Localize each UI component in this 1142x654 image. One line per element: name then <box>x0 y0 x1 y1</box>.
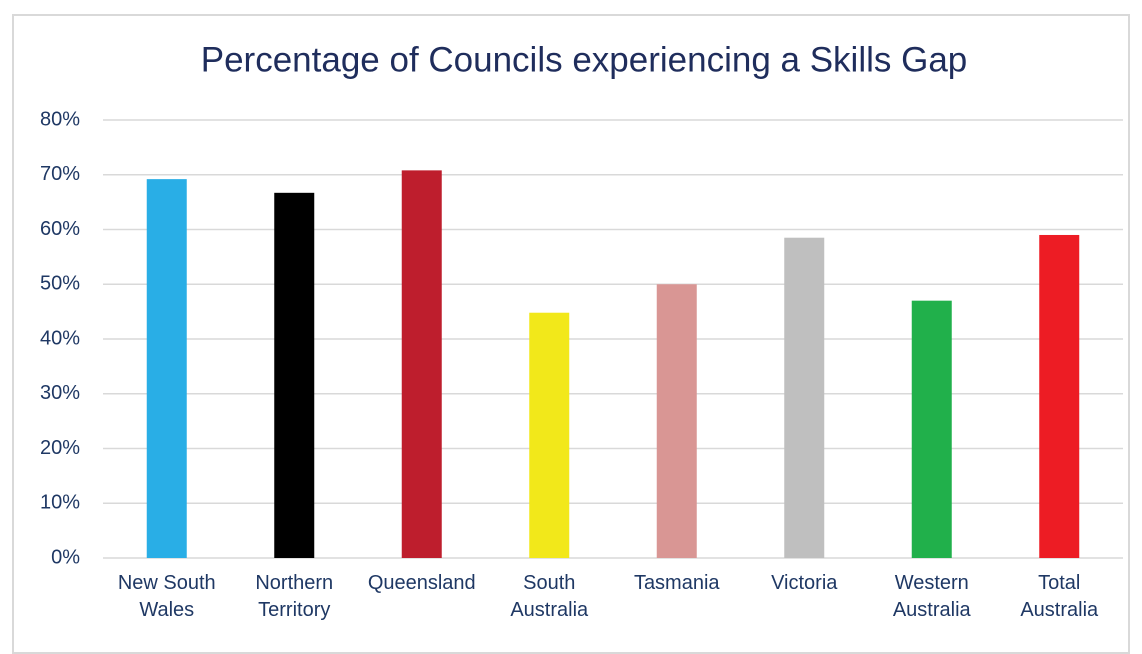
bar <box>784 237 825 558</box>
chart-title: Percentage of Councils experiencing a Sk… <box>201 40 968 79</box>
bar <box>274 192 315 558</box>
x-tick-label: Tasmania <box>633 572 720 594</box>
x-tick-label: Total Australia <box>1020 572 1099 621</box>
y-tick-label: 30% <box>40 382 80 404</box>
bar <box>1039 234 1080 558</box>
bar <box>146 179 187 558</box>
y-tick-label: 60% <box>40 218 80 240</box>
chart: Percentage of Councils experiencing a Sk… <box>40 40 1123 568</box>
bar <box>656 284 697 558</box>
bar <box>911 300 952 558</box>
y-tick-label: 10% <box>40 492 80 514</box>
bar <box>529 312 570 558</box>
x-tick-label: South Australia <box>510 572 589 621</box>
y-tick-label: 80% <box>40 108 80 130</box>
y-tick-label: 20% <box>40 437 80 459</box>
y-tick-label: 0% <box>51 546 80 568</box>
page: Percentage of Councils experiencing a Sk… <box>12 14 1130 654</box>
y-tick-label: 50% <box>40 273 80 295</box>
bar <box>401 170 442 558</box>
y-tick-label: 40% <box>40 327 80 349</box>
x-tick-label: Queensland <box>367 572 476 594</box>
x-tick-label: New South Wales <box>117 572 216 621</box>
y-tick-label: 70% <box>40 163 80 185</box>
x-tick-label: Northern Territory <box>255 572 334 621</box>
x-tick-label: Victoria <box>771 572 838 594</box>
x-tick-label: Western Australia <box>892 572 971 621</box>
